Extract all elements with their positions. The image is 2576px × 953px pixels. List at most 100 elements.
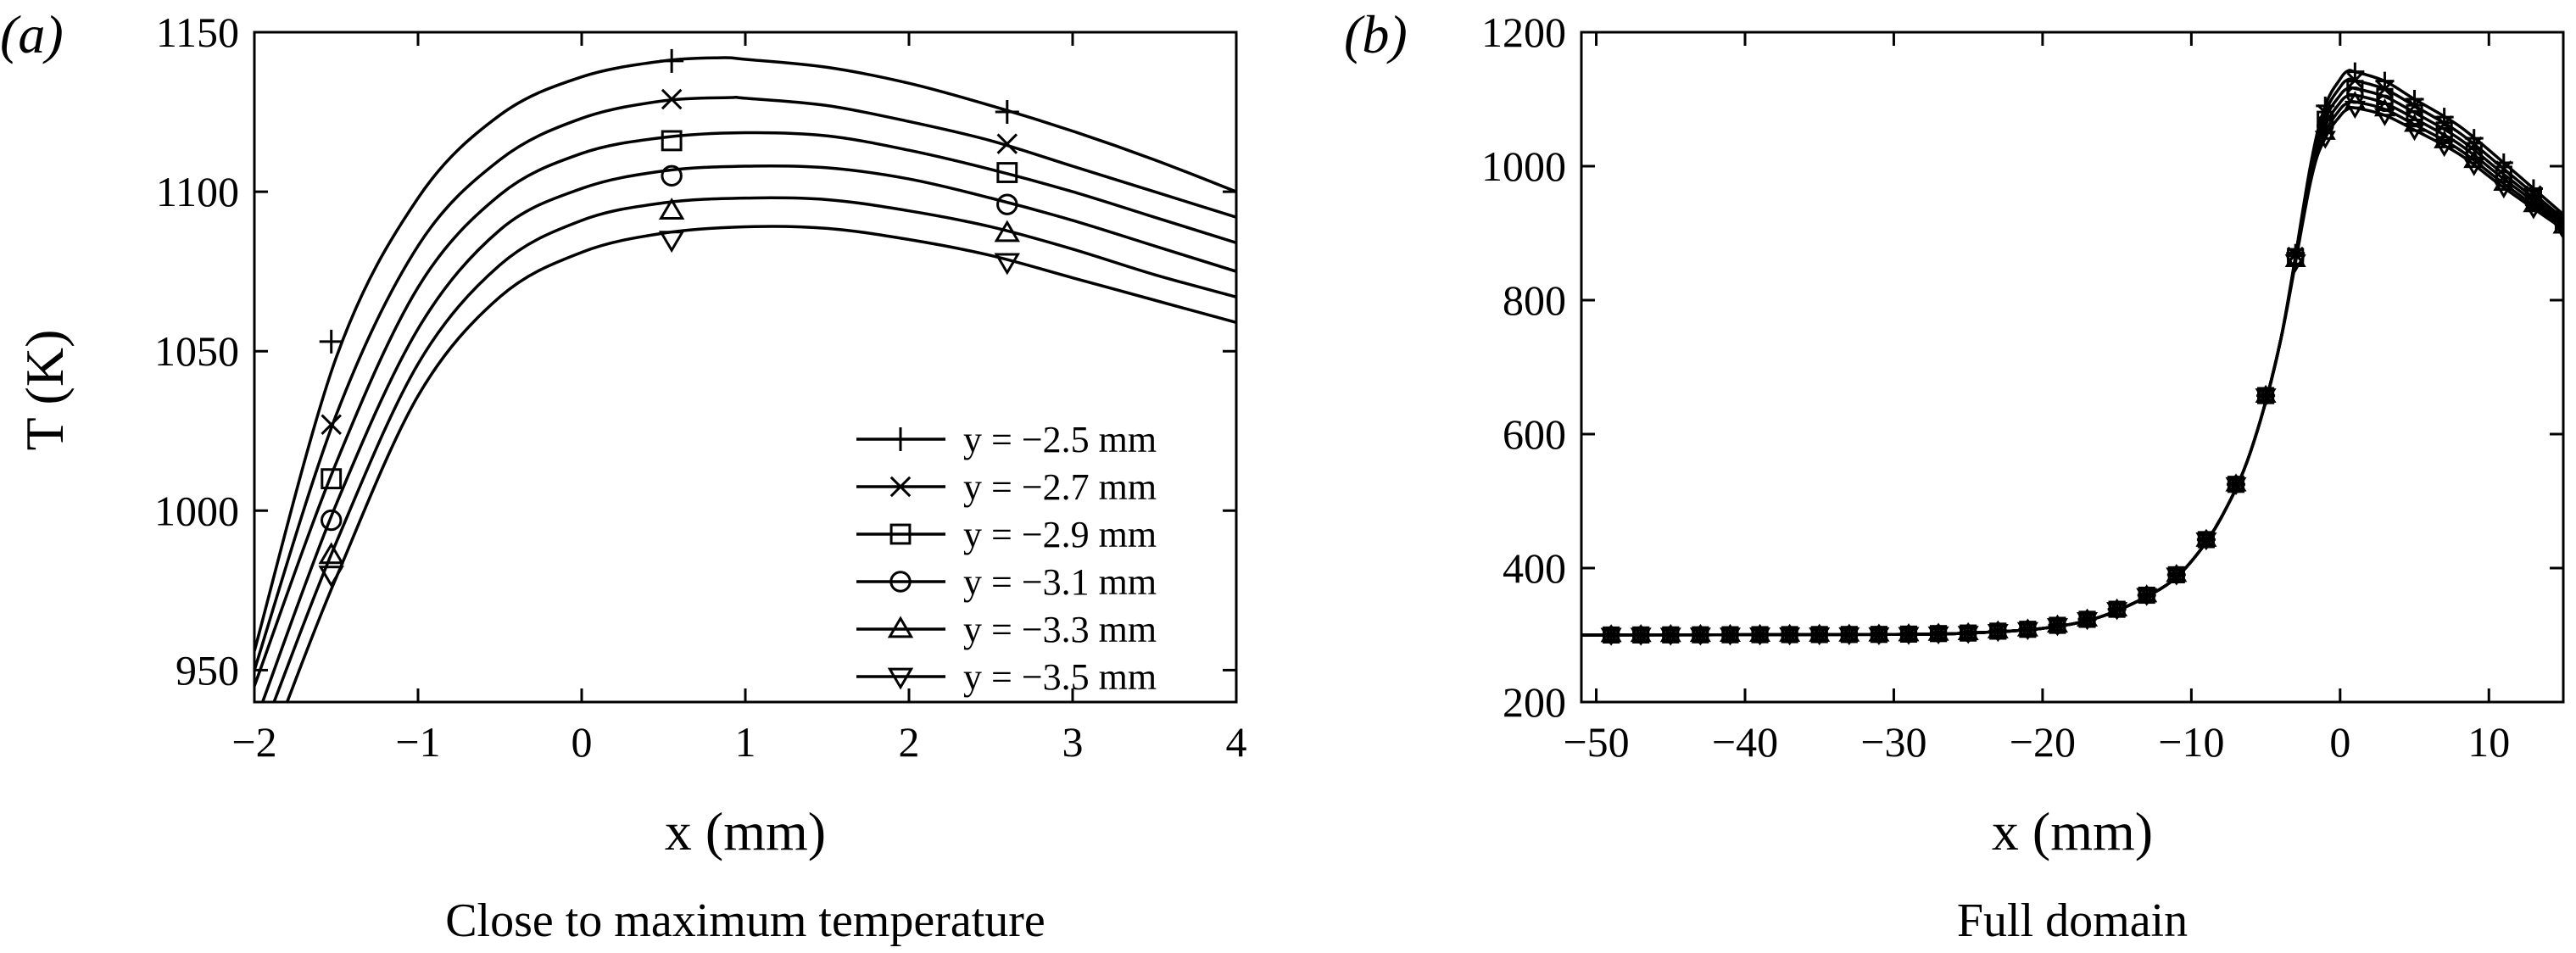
b-marker-triangle-down-3 [1689, 627, 1711, 646]
a-series-line-triangle-up [272, 196, 1236, 702]
b-marker-square-29 [2465, 142, 2483, 159]
b-marker-triangle-down-13 [1987, 623, 2009, 643]
b-marker-triangle-down-31 [2523, 201, 2545, 220]
b-marker-circle-29 [2465, 147, 2484, 164]
b-marker-triangle-down-23 [2284, 254, 2306, 273]
legend-marker-plus [889, 427, 912, 451]
b-marker-triangle-up-32 [2552, 215, 2563, 234]
b-marker-circle-30 [2495, 170, 2513, 188]
b-marker-triangle-down-5 [1749, 627, 1771, 646]
b-marker-triangle-down-29 [2463, 158, 2485, 176]
panel-b: (b) 200 400 600 800 1000 1200 −50 −40 −30 −20 −10… [1344, 4, 2565, 947]
b-x-tick-label-30: −30 [1860, 718, 1926, 766]
b-marker-square-28 [2435, 121, 2453, 139]
b-marker-triangle-down-16 [2077, 612, 2099, 631]
panel-a: (a) 950 1000 1050 1100 1150 −2 −1 0 1 2 3 4 x (mm)… [0, 4, 1247, 947]
b-marker-triangle-down-10 [1898, 627, 1920, 645]
b-marker-triangle-down-22 [2255, 388, 2277, 407]
b-series-line-square [1581, 86, 2563, 637]
b-marker-triangle-up-14 [2016, 618, 2038, 637]
a-x-tick-label-0: 0 [572, 718, 593, 766]
b-marker-triangle-down-18 [2136, 588, 2158, 606]
a-series-line-square [254, 131, 1236, 687]
b-marker-triangle-up-1 [1630, 623, 1652, 643]
b-marker-triangle-down-30 [2493, 180, 2515, 199]
b-marker-triangle-up-13 [1987, 620, 2009, 638]
panel-b-tag: (b) [1344, 4, 1408, 64]
a-marker-plus-1 [660, 48, 684, 73]
b-marker-triangle-up-12 [1957, 621, 1979, 641]
a-x-tick-label-3: 3 [1062, 718, 1084, 766]
b-marker-triangle-down-9 [1868, 627, 1890, 646]
a-x-tick-label-4: 4 [1226, 718, 1247, 766]
a-marker-square-0 [321, 468, 343, 490]
a-marker-circle-1 [661, 164, 683, 187]
b-series-line-triangle-up [1581, 99, 2563, 637]
a-y-tick-label-1050: 1050 [154, 327, 239, 375]
legend-label-triangle-down: y = −3.5 mm [963, 656, 1157, 698]
b-marker-triangle-down-24 [2314, 131, 2336, 149]
b-y-tick-label-800: 800 [1503, 276, 1566, 324]
b-marker-triangle-down-20 [2195, 532, 2217, 551]
b-marker-triangle-up-8 [1838, 623, 1860, 642]
a-series-line-circle [261, 164, 1236, 702]
a-marker-triangle-up-1 [658, 198, 685, 220]
a-marker-triangle-up-0 [318, 542, 344, 565]
b-series-line-plus [1581, 69, 2563, 637]
b-series-line-x [1581, 77, 2563, 637]
panel-b-curves [1581, 69, 2563, 637]
b-y-tick-label-1000: 1000 [1481, 142, 1566, 190]
b-marker-triangle-up-25 [2344, 91, 2366, 109]
b-marker-circle-27 [2406, 109, 2423, 128]
a-y-tick-label-1100: 1100 [156, 168, 239, 215]
b-marker-triangle-down-7 [1809, 627, 1831, 646]
a-y-tick-label-1150: 1150 [156, 8, 239, 56]
a-marker-triangle-up-2 [994, 220, 1021, 242]
b-marker-triangle-up-15 [2046, 614, 2068, 633]
b-x-tick-label-10: 10 [2467, 718, 2510, 766]
b-marker-triangle-down-2 [1659, 627, 1681, 646]
a-marker-triangle-down-2 [994, 253, 1021, 276]
a-series-line-plus [254, 56, 1236, 652]
b-marker-triangle-down-4 [1719, 627, 1741, 646]
b-marker-triangle-down-25 [2344, 100, 2366, 120]
b-marker-triangle-down-11 [1927, 626, 1949, 645]
a-series-line-x [254, 95, 1236, 671]
b-marker-square-27 [2406, 103, 2423, 121]
a-x-tick-label-2: 2 [899, 718, 920, 766]
a-marker-circle-0 [321, 509, 343, 532]
panel-a-x-axis-label: x (mm) [665, 801, 826, 861]
b-y-tick-label-1200: 1200 [1481, 8, 1566, 56]
b-marker-triangle-up-22 [2255, 384, 2277, 404]
panel-a-legend: y = −2.5 mm y = −2.7 mm y = −2.9 mm y = −3.… [856, 419, 1157, 698]
panel-a-x-ticks: −2 −1 0 1 2 3 4 [231, 32, 1247, 766]
b-marker-triangle-down-19 [2166, 567, 2188, 586]
b-y-tick-label-600: 600 [1503, 410, 1566, 458]
legend-label-triangle-up: y = −3.3 mm [963, 609, 1157, 650]
b-marker-plus-25 [2345, 62, 2365, 81]
b-marker-triangle-down-6 [1779, 627, 1801, 646]
b-marker-triangle-up-11 [1927, 622, 1949, 641]
a-series-line-triangle-down [285, 225, 1236, 702]
b-marker-triangle-down-14 [2016, 621, 2038, 641]
b-marker-triangle-up-2 [1659, 623, 1681, 643]
legend-label-x: y = −2.7 mm [963, 466, 1157, 508]
b-marker-circle-26 [2376, 94, 2394, 113]
panel-b-frame [1580, 31, 2565, 704]
b-marker-triangle-up-16 [2077, 608, 2099, 627]
b-marker-triangle-up-17 [2106, 598, 2128, 617]
b-marker-triangle-down-8 [1838, 627, 1860, 646]
panel-a-markers [318, 48, 1021, 588]
b-marker-triangle-up-4 [1719, 623, 1741, 643]
b-marker-triangle-down-0 [1600, 627, 1622, 646]
panel-b-caption: Full domain [1957, 894, 2188, 947]
b-x-tick-label-40: −40 [1712, 718, 1778, 766]
b-marker-triangle-down-28 [2434, 138, 2456, 158]
b-marker-triangle-up-0 [1600, 624, 1622, 643]
b-marker-triangle-up-6 [1779, 623, 1801, 642]
legend-marker-circle [889, 571, 912, 593]
legend-marker-square [889, 523, 912, 545]
b-x-tick-label-10: −10 [2158, 718, 2224, 766]
b-marker-triangle-up-10 [1898, 623, 1920, 642]
